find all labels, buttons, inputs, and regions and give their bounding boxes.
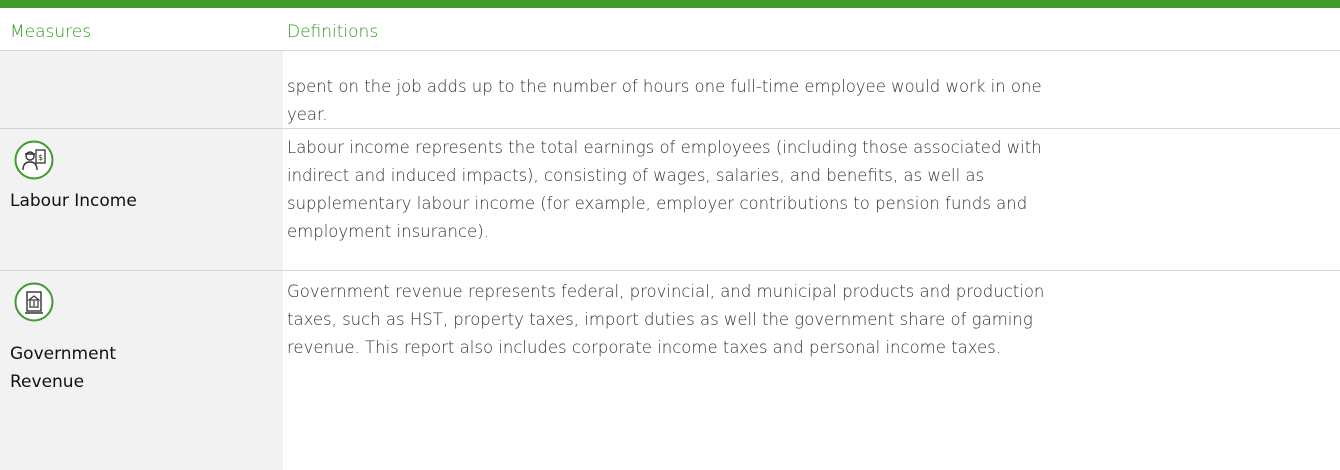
- definition-line: indirect and induced impacts), consistin…: [287, 166, 985, 185]
- definition: Government revenue represents federal, p…: [287, 278, 1044, 362]
- definition-line: year.: [287, 105, 328, 124]
- header-cell: Definitions: [287, 22, 379, 42]
- table-row: Government Revenue Government revenue rep…: [0, 271, 1340, 470]
- definition: Labour income represents the total earni…: [287, 134, 1042, 246]
- header-cell: Measures: [10, 22, 92, 42]
- svg-text:$: $: [38, 153, 43, 162]
- definition-line: spent on the job adds up to the number o…: [287, 77, 1042, 96]
- table-row: spent on the job adds up to the number o…: [0, 51, 1340, 129]
- definition-line: revenue. This report also includes corpo…: [287, 338, 1001, 357]
- table-header: Measures Definitions: [0, 8, 1340, 51]
- measure-name: Government Revenue: [10, 340, 116, 396]
- top-bar: [0, 0, 1340, 8]
- definition: spent on the job adds up to the number o…: [287, 73, 1042, 129]
- definition-line: employment insurance).: [287, 222, 489, 241]
- measure-name: Labour Income: [10, 187, 137, 215]
- definition-line: Government revenue represents federal, p…: [287, 282, 1045, 301]
- table-row: $ Labour Income Labour income represents…: [0, 129, 1340, 271]
- labour-icon: $: [14, 140, 54, 180]
- measure-cell: [0, 51, 283, 128]
- government-icon: [14, 282, 54, 322]
- definition-line: taxes, such as HST, property taxes, impo…: [287, 310, 1033, 329]
- measure-line: Labour Income: [10, 191, 137, 211]
- measure-line: Revenue: [10, 372, 85, 392]
- definition-line: Labour income represents the total earni…: [287, 138, 1042, 157]
- measure-line: Government: [10, 344, 117, 364]
- definition-line: supplementary labour income (for example…: [287, 194, 1028, 213]
